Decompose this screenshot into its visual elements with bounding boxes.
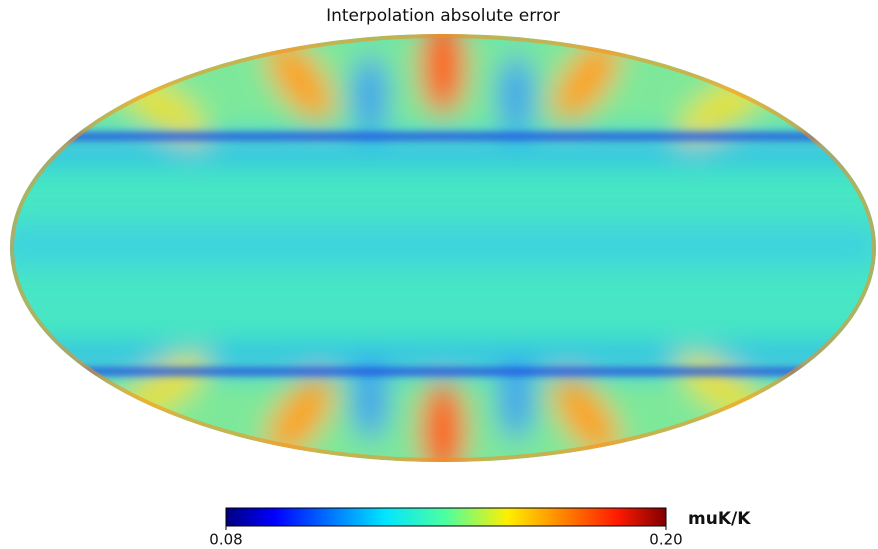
map-title: Interpolation absolute error [326, 6, 560, 26]
colorbar-unit: muK/K [688, 509, 751, 529]
colorbar-tick-label: 0.20 [649, 531, 682, 549]
colorbar-tick-label: 0.08 [209, 531, 242, 549]
mollweide-map [10, 34, 876, 462]
colorbar [225, 507, 667, 527]
